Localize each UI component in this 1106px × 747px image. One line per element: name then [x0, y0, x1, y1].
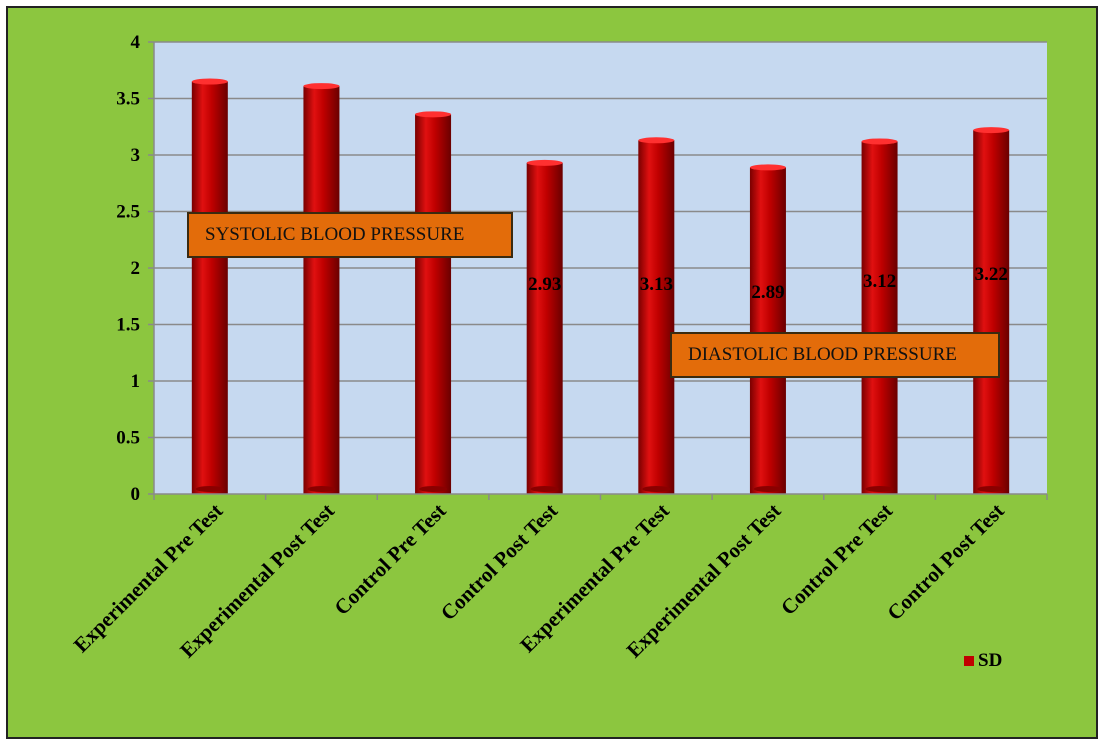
legend: SD [964, 650, 1002, 672]
bar-top [861, 138, 898, 145]
y-tick-label: 1 [131, 371, 141, 392]
x-tick-label: Control Pre Test [776, 499, 897, 620]
y-tick-label: 1.5 [116, 315, 140, 336]
bar [415, 111, 452, 494]
bar-base [195, 486, 224, 492]
bar-top [638, 137, 675, 144]
bar-body [749, 167, 786, 494]
y-tick-label: 2 [131, 258, 141, 279]
bar-top [191, 78, 228, 85]
x-tick-label: Control Post Test [436, 499, 562, 625]
y-tick-label: 3.5 [116, 89, 140, 110]
y-tick-label: 0 [131, 484, 141, 505]
bar-base [530, 486, 559, 492]
bar-top [749, 164, 786, 171]
bar-base [977, 486, 1006, 492]
bar [861, 138, 898, 494]
bar-base [307, 486, 336, 492]
bar [526, 159, 563, 494]
bar-body [973, 130, 1010, 494]
bar-body [638, 140, 675, 494]
legend-swatch [964, 656, 974, 666]
data-label: 3.12 [863, 271, 896, 292]
gridlines [154, 41, 1047, 439]
diastolic-annotation: DIASTOLIC BLOOD PRESSURE [670, 332, 1000, 378]
y-tick-label: 0.5 [116, 428, 140, 449]
bar-top [526, 159, 563, 166]
data-label: 3.22 [975, 264, 1008, 285]
data-label: 3.13 [640, 274, 673, 295]
bars [191, 78, 1010, 495]
systolic-annotation: SYSTOLIC BLOOD PRESSURE [187, 212, 513, 258]
y-tick-label: 4 [131, 32, 141, 53]
data-label: 2.93 [528, 274, 561, 295]
bar [749, 164, 786, 494]
bar-body [526, 162, 563, 494]
data-labels: 2.93 3.13 2.89 3.12 3.22 [528, 264, 1008, 303]
bar [638, 137, 675, 494]
y-tick-labels: 0 0.5 1 1.5 2 2.5 3 3.5 4 [116, 32, 140, 505]
bar-body [861, 141, 898, 494]
bar-base [419, 486, 448, 492]
bar [973, 127, 1010, 494]
bar [303, 83, 340, 494]
bar [191, 78, 228, 495]
data-label: 2.89 [751, 282, 784, 303]
bar-top [415, 111, 452, 118]
bar-body [191, 81, 228, 495]
y-tick-label: 2.5 [116, 202, 140, 223]
axes [148, 41, 1048, 500]
bar-base [753, 486, 782, 492]
bar-body [415, 114, 452, 494]
bar-top [303, 83, 340, 90]
bar-body [303, 86, 340, 494]
bar-top [973, 127, 1010, 134]
legend-label: SD [978, 650, 1003, 671]
x-tick-label: Control Pre Test [329, 499, 450, 620]
y-tick-label: 3 [131, 145, 141, 166]
bar-base [865, 486, 894, 492]
x-tick-label: Control Post Test [882, 499, 1008, 625]
bar-base [642, 486, 671, 492]
